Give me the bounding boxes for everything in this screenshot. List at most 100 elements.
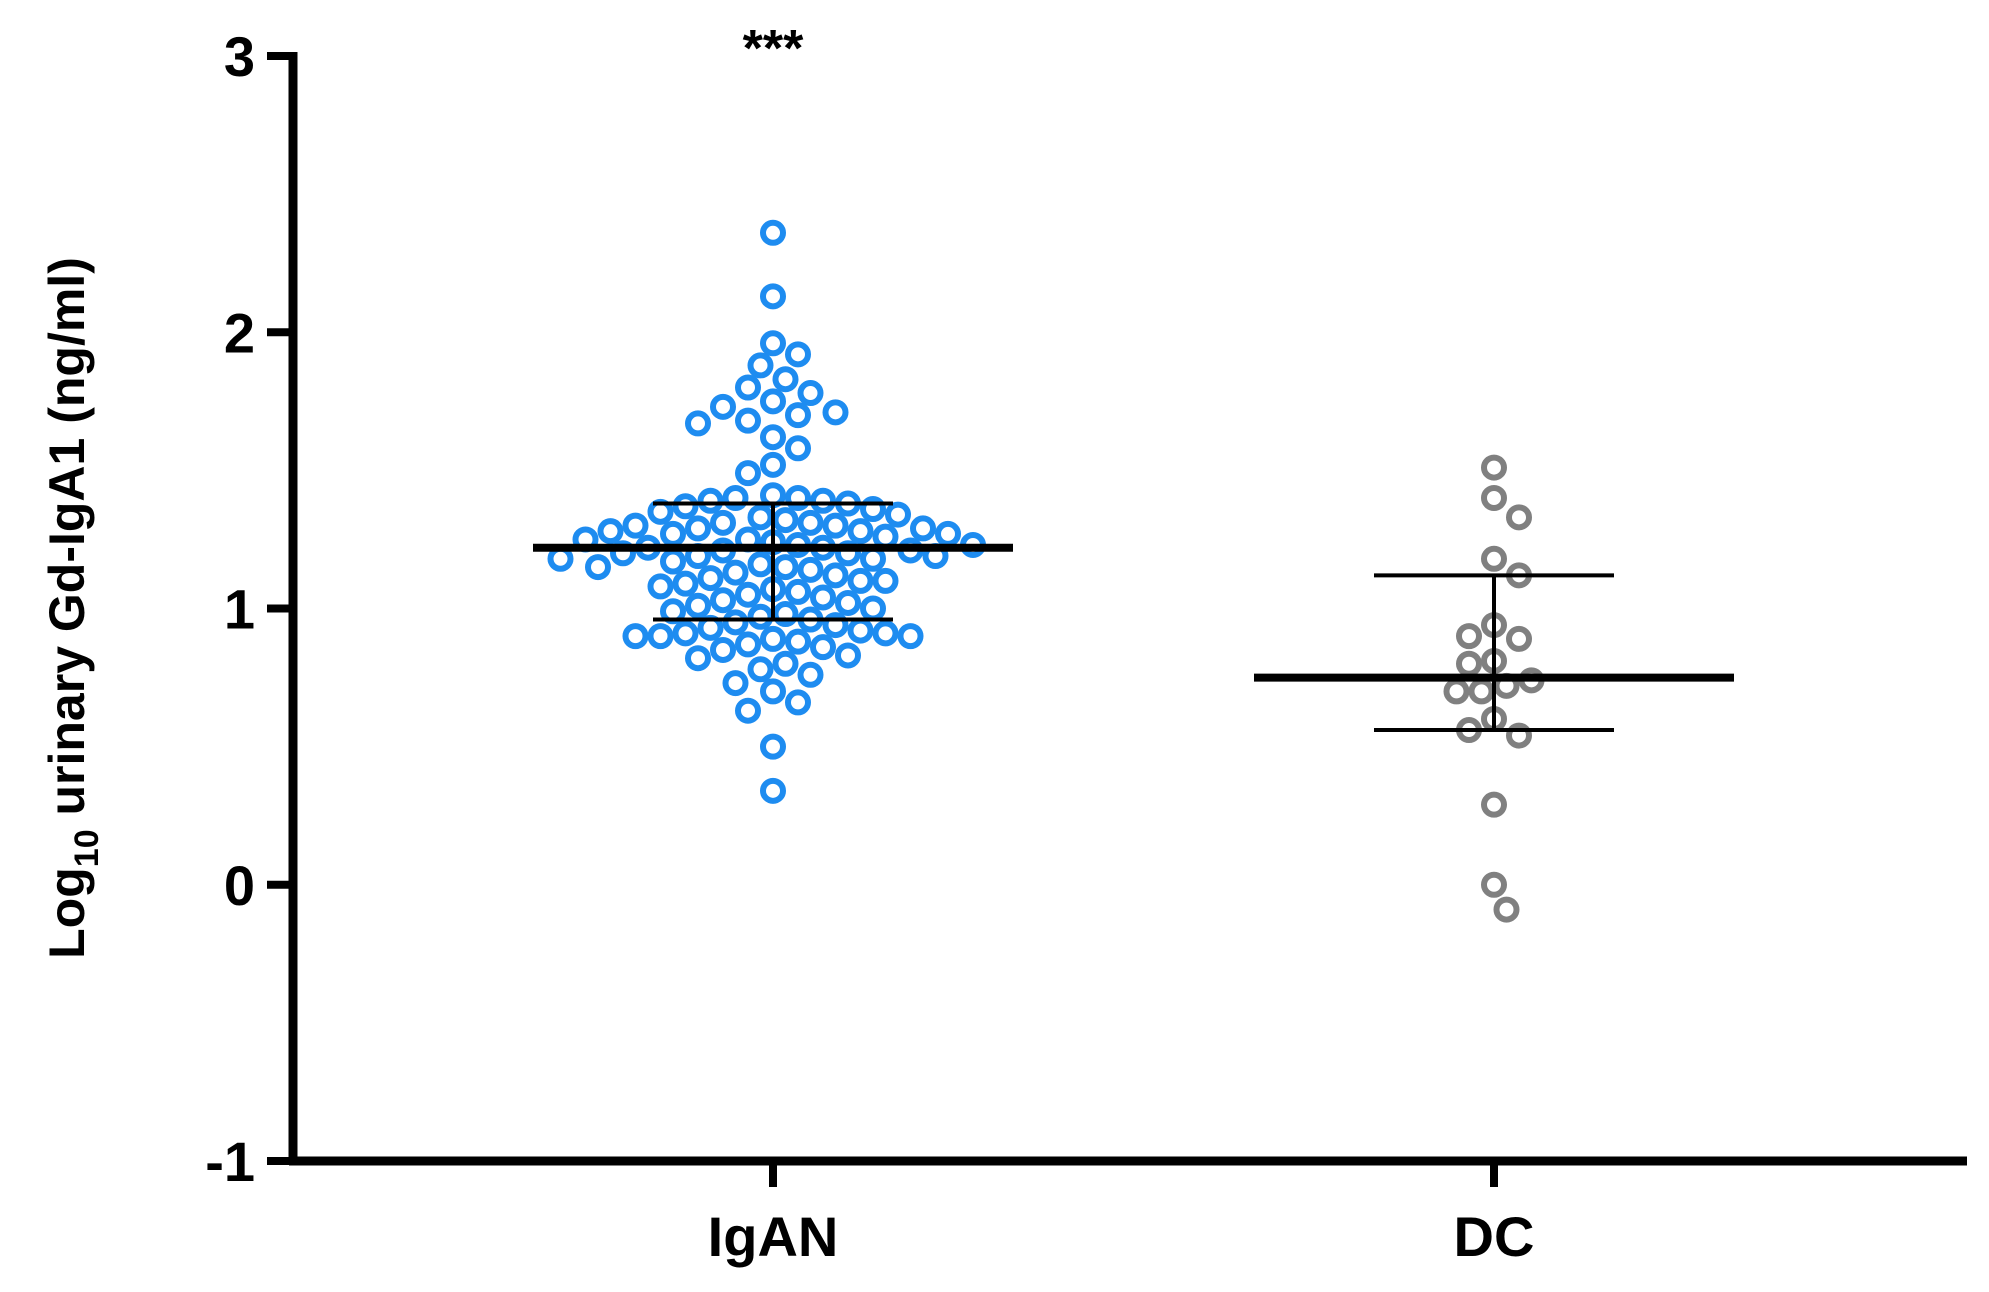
data-point bbox=[822, 512, 849, 539]
data-point bbox=[872, 567, 899, 594]
y-label-subscript: 10 bbox=[68, 829, 106, 867]
y-label-rest: urinary Gd-IgA1 (ng/ml) bbox=[39, 257, 95, 829]
data-point bbox=[760, 388, 786, 415]
data-point bbox=[785, 485, 811, 511]
data-point bbox=[760, 219, 786, 246]
data-point bbox=[772, 554, 799, 581]
data-point bbox=[747, 504, 774, 531]
x-tick-label: IgAN bbox=[708, 1205, 839, 1268]
data-point bbox=[735, 407, 761, 434]
data-point bbox=[760, 283, 786, 310]
data-point bbox=[772, 366, 799, 393]
data-point bbox=[760, 733, 786, 760]
data-point bbox=[785, 402, 811, 429]
data-point bbox=[710, 636, 736, 663]
data-point bbox=[735, 631, 761, 658]
annotation: *** bbox=[743, 20, 804, 78]
data-point bbox=[722, 559, 749, 586]
data-point bbox=[810, 584, 836, 611]
data-point bbox=[797, 509, 824, 536]
data-point bbox=[685, 592, 711, 619]
data-point bbox=[722, 609, 749, 636]
data-point bbox=[785, 435, 811, 462]
data-point bbox=[847, 518, 874, 545]
data-point bbox=[872, 523, 899, 550]
data-point bbox=[685, 515, 711, 542]
data-point bbox=[722, 485, 749, 511]
data-point bbox=[1481, 485, 1507, 511]
data-point bbox=[785, 578, 811, 605]
data-point bbox=[822, 562, 849, 589]
data-point bbox=[822, 612, 849, 639]
data-point bbox=[772, 650, 799, 677]
data-point bbox=[1481, 545, 1507, 572]
data-point bbox=[760, 678, 786, 705]
data-point bbox=[722, 670, 749, 697]
data-point bbox=[547, 545, 574, 572]
data-point bbox=[622, 512, 649, 539]
data-point bbox=[797, 380, 824, 407]
data-point bbox=[1506, 504, 1532, 531]
data-point bbox=[1443, 678, 1470, 705]
data-point bbox=[810, 487, 836, 514]
data-point bbox=[822, 399, 849, 426]
data-point bbox=[835, 642, 861, 669]
y-tick-label: -1 bbox=[205, 1130, 255, 1193]
data-point bbox=[685, 410, 711, 437]
data-point bbox=[935, 520, 961, 547]
data-point bbox=[622, 623, 649, 650]
data-point bbox=[860, 595, 886, 622]
data-point bbox=[760, 777, 786, 804]
data-point bbox=[747, 656, 774, 683]
data-point bbox=[1456, 650, 1482, 677]
data-point bbox=[797, 556, 824, 583]
data-point bbox=[747, 352, 774, 379]
data-point bbox=[760, 625, 786, 652]
data-point bbox=[710, 393, 736, 420]
data-point bbox=[735, 697, 761, 724]
data-point bbox=[1506, 625, 1532, 652]
data-point bbox=[1481, 454, 1507, 481]
data-point bbox=[597, 518, 624, 545]
data-point bbox=[710, 509, 736, 536]
data-point bbox=[760, 330, 786, 357]
data-point bbox=[860, 545, 886, 572]
data-point bbox=[1481, 871, 1507, 898]
data-point bbox=[1456, 623, 1482, 650]
data-point bbox=[747, 603, 774, 630]
data-point bbox=[647, 623, 674, 650]
data-point bbox=[685, 645, 711, 672]
data-point bbox=[1481, 791, 1507, 818]
data-point bbox=[1493, 896, 1520, 923]
data-point bbox=[897, 623, 924, 650]
data-point bbox=[697, 565, 724, 592]
data-point bbox=[1468, 678, 1495, 705]
data-point bbox=[772, 601, 799, 628]
data-point bbox=[672, 570, 699, 597]
data-point bbox=[747, 551, 774, 578]
data-point bbox=[760, 451, 786, 478]
data-point bbox=[872, 620, 899, 647]
data-point bbox=[810, 634, 836, 661]
data-point bbox=[647, 573, 674, 600]
data-point bbox=[610, 540, 636, 567]
y-tick-label: 3 bbox=[224, 25, 255, 88]
y-tick-label: 2 bbox=[224, 301, 255, 364]
y-tick-label: 0 bbox=[224, 854, 255, 917]
data-point bbox=[710, 587, 736, 614]
data-point bbox=[735, 460, 761, 487]
data-point bbox=[585, 554, 611, 581]
data-point bbox=[660, 520, 686, 547]
data-point bbox=[735, 581, 761, 608]
y-tick-label: 1 bbox=[224, 578, 255, 641]
data-point bbox=[847, 567, 874, 594]
data-point bbox=[785, 689, 811, 716]
data-point bbox=[672, 620, 699, 647]
data-point bbox=[885, 501, 911, 528]
y-axis-label: Log10 urinary Gd-IgA1 (ng/ml) bbox=[39, 257, 106, 959]
data-point bbox=[1506, 722, 1532, 749]
data-point bbox=[772, 507, 799, 534]
data-point bbox=[847, 617, 874, 644]
data-point bbox=[660, 548, 686, 575]
data-point bbox=[910, 515, 936, 542]
